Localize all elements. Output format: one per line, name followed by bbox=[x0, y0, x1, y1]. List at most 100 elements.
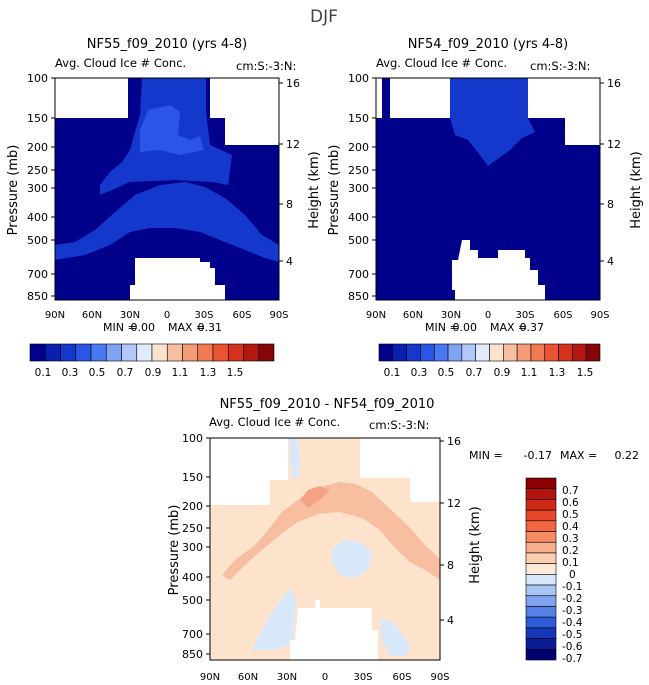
diff-salmon-core bbox=[300, 486, 330, 508]
nf55-min-label: MIN = bbox=[103, 321, 137, 334]
nf55-lighter-blue-core bbox=[140, 105, 204, 155]
panel-diff: NF55_f09_2010 - NF54_f09_2010 Avg. Cloud… bbox=[167, 397, 639, 683]
diff-missing-upper-left bbox=[210, 438, 288, 505]
nf55-y2tick-label: 8 bbox=[286, 198, 293, 211]
diff-ytick-label: 500 bbox=[182, 594, 203, 607]
colorbar-swatch bbox=[525, 477, 557, 490]
diff-colorbar-label: 0.4 bbox=[562, 521, 579, 533]
diff-xtick-label: 30N bbox=[277, 672, 297, 683]
nf54-missing-upper-right bbox=[528, 78, 600, 145]
nf54-colorbar-labels: 0.1 0.3 0.5 0.7 0.9 1.1 1.3 1.5 bbox=[384, 367, 594, 379]
nf55-yaxis: 100 150 200 250 300 400 500 700 850 Pres… bbox=[6, 72, 55, 303]
colorbar-swatch bbox=[212, 343, 229, 362]
nf54-missing-upper-left bbox=[390, 78, 450, 118]
nf55-y2label: Height (km) bbox=[307, 151, 322, 228]
nf55-y2tick-label: 12 bbox=[286, 138, 300, 151]
diff-yaxis: 100 150 200 250 300 400 500 700 850 Pres… bbox=[167, 432, 210, 661]
diff-colorbar-label: 0 bbox=[569, 569, 576, 581]
diff-salmon-band bbox=[222, 482, 440, 580]
nf55-ytick-label: 250 bbox=[27, 164, 48, 177]
nf54-frame bbox=[375, 77, 601, 301]
diff-colorbar-label: 0.5 bbox=[562, 509, 579, 521]
diff-colorbar-label: -0.7 bbox=[562, 653, 583, 665]
diff-colorbar-labels: 0.7 0.6 0.5 0.4 0.3 0.2 0.1 0 -0.1 -0.2 … bbox=[562, 485, 583, 665]
colorbar-swatch bbox=[121, 343, 138, 362]
diff-colorbar-label: 0.6 bbox=[562, 497, 579, 509]
nf55-xaxis: 90N 60N 30N 0 30S 60S 90S bbox=[45, 310, 289, 321]
diff-colorbar-label: -0.4 bbox=[562, 617, 583, 629]
colorbar-swatch bbox=[585, 343, 601, 362]
colorbar-swatch bbox=[75, 343, 92, 362]
nf55-ytick-label: 300 bbox=[27, 182, 48, 195]
diff-colorbar-label: -0.5 bbox=[562, 629, 583, 641]
colorbar-swatch bbox=[558, 343, 573, 362]
panel-nf54-title: NF54_f09_2010 (yrs 4-8) bbox=[408, 37, 568, 52]
colorbar-swatch bbox=[166, 343, 183, 362]
diff-ytick-label: 400 bbox=[182, 571, 203, 584]
colorbar-swatch bbox=[525, 563, 557, 575]
colorbar-swatch bbox=[227, 343, 244, 362]
colorbar-swatch bbox=[525, 509, 557, 522]
nf55-ytick-label: 150 bbox=[27, 112, 48, 125]
nf54-missing-left-edge bbox=[376, 78, 382, 118]
nf55-ylabel: Pressure (mb) bbox=[6, 145, 21, 236]
colorbar-swatch bbox=[525, 574, 557, 586]
nf54-ytick-label: 250 bbox=[348, 164, 369, 177]
nf54-colorbar-label: 1.1 bbox=[521, 367, 538, 379]
colorbar-swatch bbox=[525, 648, 557, 661]
nf54-min-value: 0.00 bbox=[453, 321, 478, 334]
panel-nf54: NF54_f09_2010 (yrs 4-8) Avg. Cloud Ice #… bbox=[327, 37, 644, 379]
colorbar-swatch bbox=[420, 343, 435, 362]
colorbar-swatch bbox=[525, 520, 557, 532]
colorbar-swatch bbox=[544, 343, 559, 362]
colorbar-swatch bbox=[572, 343, 587, 362]
nf54-ytick-label: 150 bbox=[348, 112, 369, 125]
colorbar-swatch bbox=[525, 552, 557, 564]
nf54-ytick-label: 400 bbox=[348, 211, 369, 224]
nf54-ytick-label: 850 bbox=[348, 290, 369, 303]
panel-diff-units: cm:S:-3:N: bbox=[369, 418, 429, 432]
colorbar-swatch bbox=[105, 343, 122, 362]
colorbar-swatch bbox=[182, 343, 199, 362]
nf55-missing-surface bbox=[130, 258, 225, 300]
colorbar-swatch bbox=[525, 584, 557, 597]
diff-ytick-label: 700 bbox=[182, 628, 203, 641]
diff-y2tick-label: 8 bbox=[447, 559, 454, 572]
nf55-colorbar-label: 0.7 bbox=[117, 367, 134, 379]
diff-xtick-label: 60N bbox=[238, 672, 258, 683]
nf55-ytick-label: 400 bbox=[27, 211, 48, 224]
colorbar-swatch bbox=[90, 343, 107, 362]
colorbar-swatch bbox=[525, 531, 557, 543]
colorbar-swatch bbox=[525, 488, 557, 500]
nf55-ytick-label: 500 bbox=[27, 234, 48, 247]
nf54-colorbar-label: 1.5 bbox=[577, 367, 594, 379]
panel-nf55: NF55_f09_2010 (yrs 4-8) Avg. Cloud Ice #… bbox=[6, 37, 322, 379]
diff-blue-patch-lower-right bbox=[380, 618, 410, 656]
colorbar-swatch bbox=[489, 343, 504, 362]
colorbar-swatch bbox=[243, 343, 260, 362]
nf54-colorbar-label: 0.7 bbox=[466, 367, 483, 379]
nf54-y2tick-label: 8 bbox=[607, 198, 614, 211]
nf54-y2tick-label: 12 bbox=[607, 138, 621, 151]
diff-colorbar-label: 0.7 bbox=[562, 485, 579, 497]
colorbar-swatch bbox=[503, 343, 518, 362]
nf54-y2axis: 16 12 8 4 Height (km) bbox=[600, 77, 644, 268]
diff-colorbar-label: 0.2 bbox=[562, 545, 579, 557]
nf54-xtick-label: 60N bbox=[403, 310, 423, 321]
colorbar-swatch bbox=[136, 343, 153, 362]
panel-nf55-subtitle: Avg. Cloud Ice # Conc. bbox=[55, 56, 186, 70]
diff-ytick-label: 300 bbox=[182, 541, 203, 554]
diff-xaxis: 90N 60N 30N 0 30S 60S 90S bbox=[200, 672, 450, 683]
diff-colorbar-label: -0.2 bbox=[562, 593, 583, 605]
nf54-colorbar-label: 0.1 bbox=[384, 367, 401, 379]
colorbar-swatch bbox=[406, 343, 421, 362]
diff-colorbar bbox=[525, 477, 557, 661]
nf54-mid-blue-region bbox=[450, 78, 535, 166]
diff-xtick-label: 30S bbox=[353, 672, 372, 683]
nf55-missing-upper-right bbox=[210, 78, 279, 145]
nf55-colorbar-label: 1.5 bbox=[227, 367, 244, 379]
diff-min-value: -0.17 bbox=[524, 449, 552, 462]
nf55-colorbar-label: 1.3 bbox=[200, 367, 217, 379]
nf54-xtick-label: 90S bbox=[590, 310, 609, 321]
